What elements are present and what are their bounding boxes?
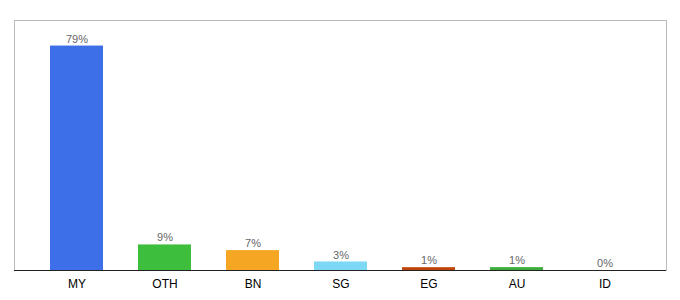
- svg-text:3%: 3%: [333, 248, 349, 260]
- svg-text:1%: 1%: [509, 254, 525, 266]
- svg-text:9%: 9%: [157, 231, 173, 243]
- svg-text:7%: 7%: [245, 237, 261, 249]
- svg-text:1%: 1%: [421, 254, 437, 266]
- svg-text:0%: 0%: [597, 257, 613, 269]
- svg-text:ID: ID: [599, 277, 611, 291]
- svg-text:SG: SG: [332, 277, 349, 291]
- svg-text:OTH: OTH: [152, 277, 177, 291]
- svg-text:BN: BN: [245, 277, 262, 291]
- svg-text:MY: MY: [68, 277, 86, 291]
- svg-text:EG: EG: [420, 277, 437, 291]
- svg-text:79%: 79%: [66, 33, 88, 45]
- svg-text:AU: AU: [509, 277, 526, 291]
